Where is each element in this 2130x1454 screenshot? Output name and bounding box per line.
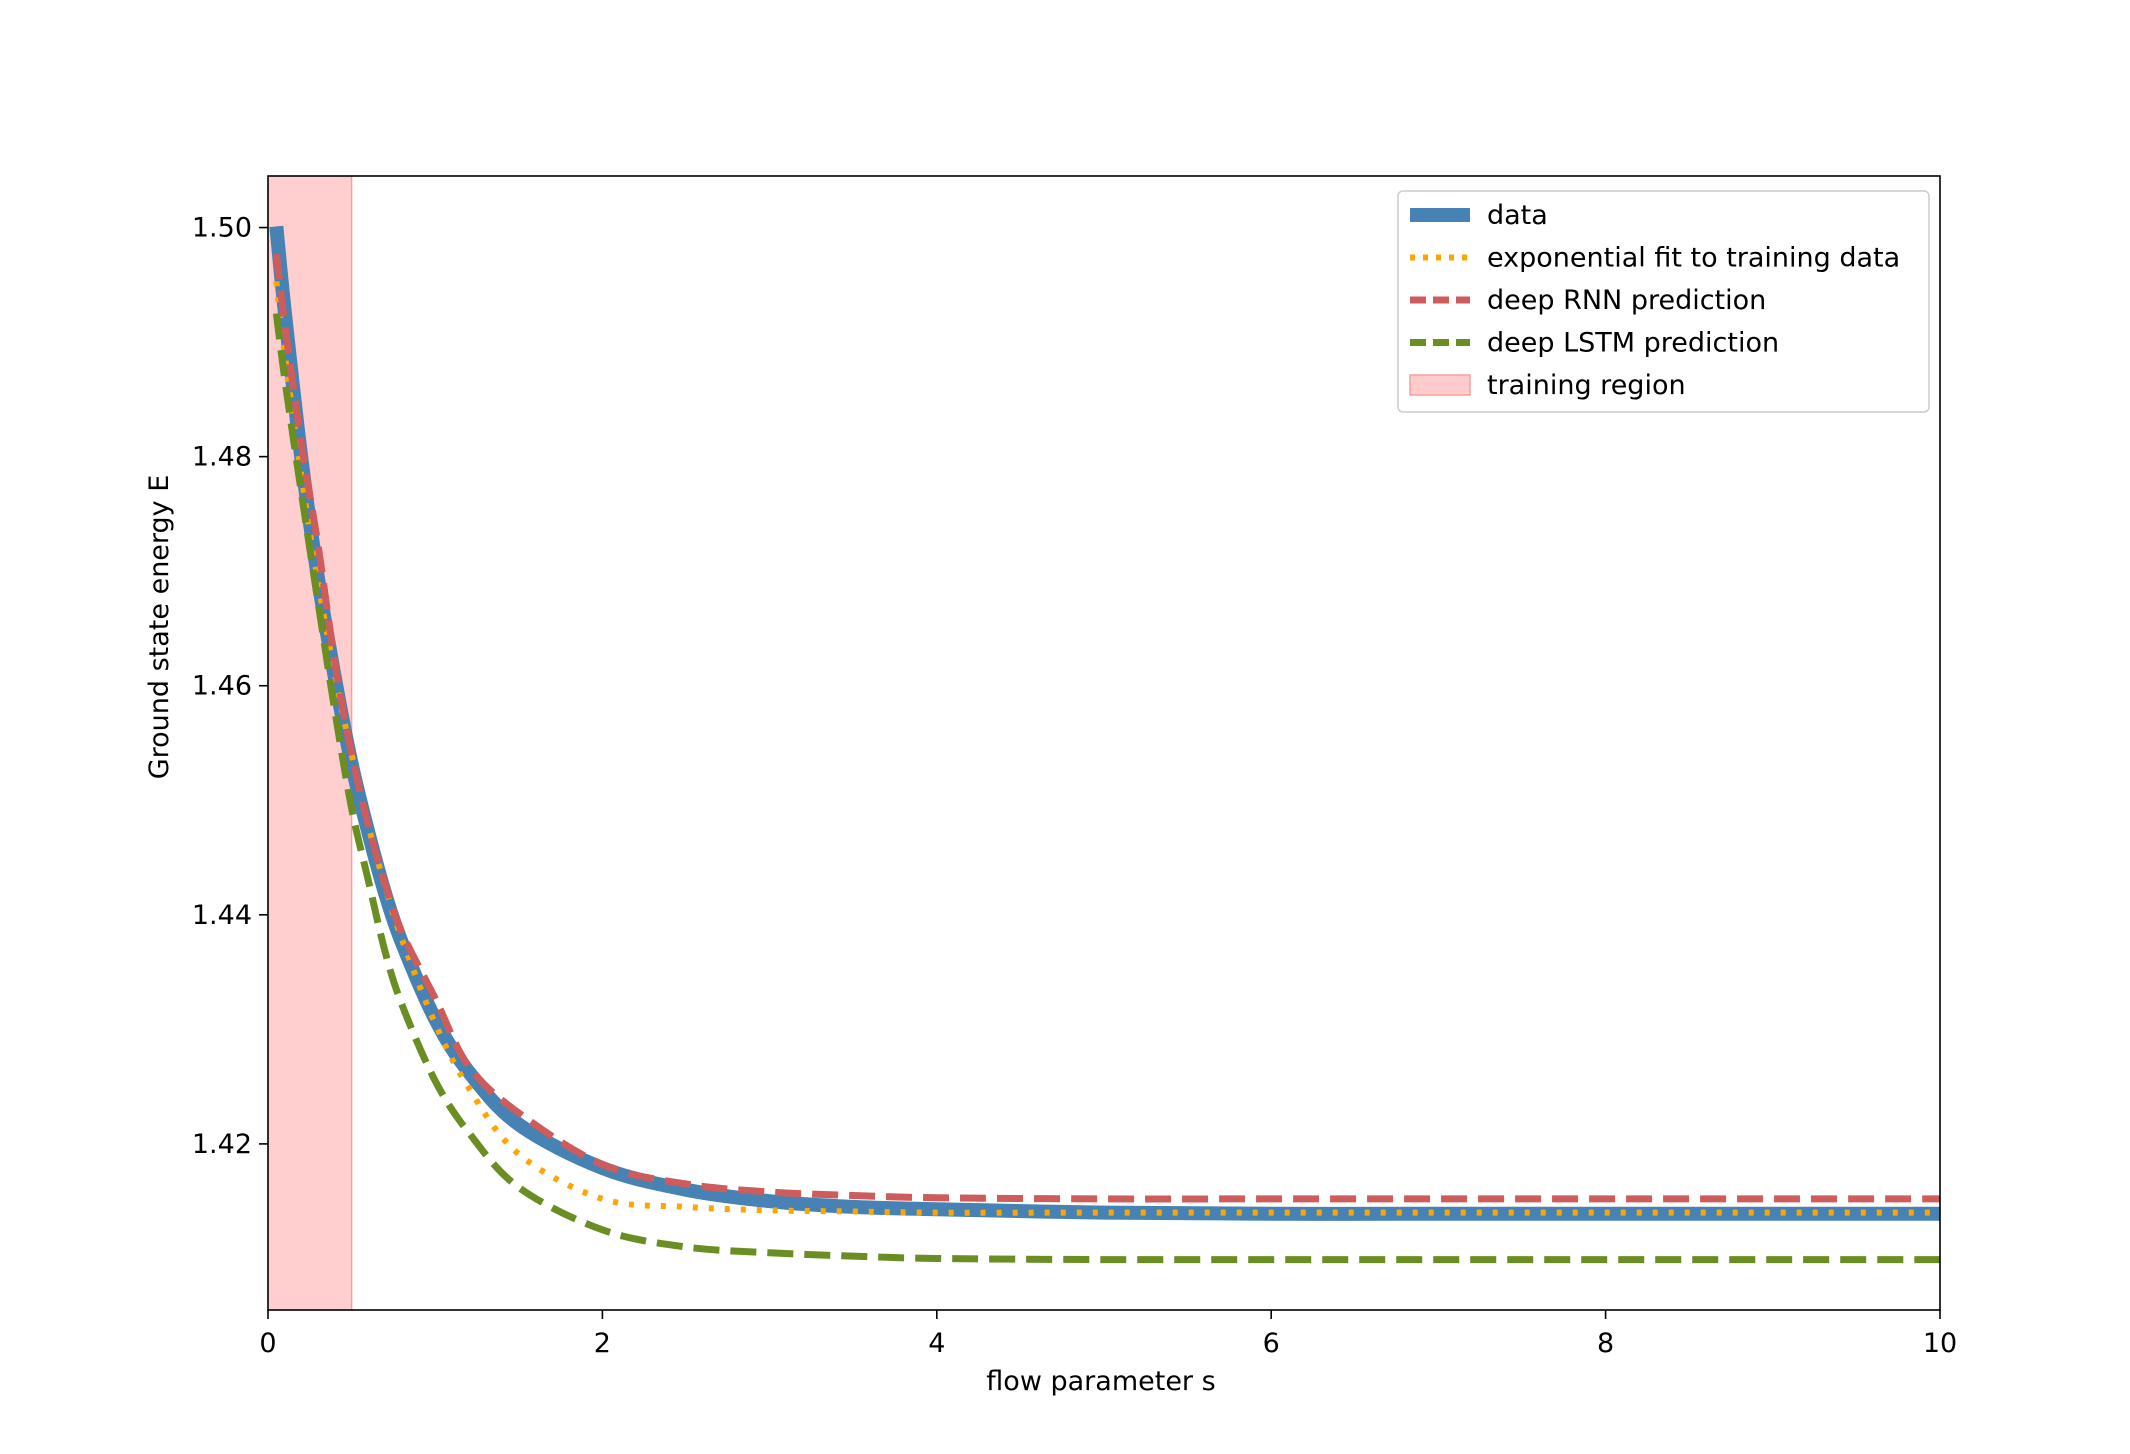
plot-area [268, 176, 1940, 1310]
legend-label: deep RNN prediction [1487, 285, 1766, 316]
x-tick-label: 0 [259, 1328, 276, 1359]
x-tick-label: 4 [928, 1328, 945, 1359]
x-tick-label: 8 [1597, 1328, 1614, 1359]
series-line-3 [272, 253, 1940, 1203]
shaded-regions [268, 176, 353, 1310]
x-tick-label: 2 [594, 1328, 611, 1359]
y-tick-label: 1.44 [192, 900, 252, 931]
axes-frame [267, 175, 1941, 1311]
y-axis-label: Ground state energy E [144, 475, 175, 780]
y-tick-label: 1.42 [192, 1129, 252, 1160]
x-tick-label: 6 [1263, 1328, 1280, 1359]
series-line-4 [272, 313, 1940, 1264]
series-lines [269, 225, 1940, 1264]
legend-label: data [1487, 200, 1548, 231]
y-axis-ticks: 1.42 1.44 1.46 1.48 1.50 [192, 213, 268, 1160]
legend-label: training region [1487, 370, 1686, 401]
y-tick-label: 1.46 [192, 671, 252, 702]
legend: data exponential fit to training data deep… [1397, 190, 1930, 413]
legend-swatch [1409, 374, 1471, 396]
training-region-shade [268, 176, 352, 1310]
x-axis-ticks: 0 2 4 6 8 10 [259, 1310, 1957, 1359]
x-tick-label: 10 [1923, 1328, 1957, 1359]
y-tick-label: 1.50 [192, 213, 252, 244]
series-line-2 [273, 281, 1940, 1216]
legend-label: deep LSTM prediction [1487, 328, 1779, 359]
y-tick-label: 1.48 [192, 442, 252, 473]
legend-label: exponential fit to training data [1487, 243, 1900, 274]
x-axis-label: flow parameter s [986, 1366, 1215, 1397]
legend-box [1397, 190, 1930, 413]
